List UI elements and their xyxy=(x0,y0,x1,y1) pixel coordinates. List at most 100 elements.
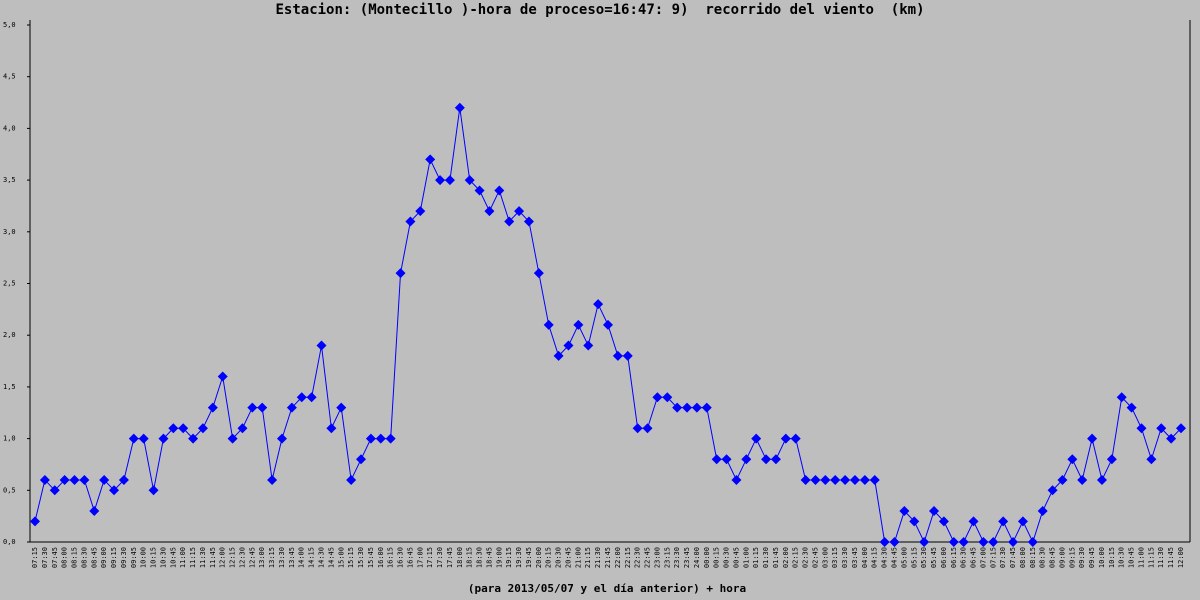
x-tick-label: 21:45 xyxy=(604,547,612,568)
x-tick-label: 11:30 xyxy=(199,547,207,568)
x-tick-label: 10:15 xyxy=(150,547,158,568)
x-tick-label: 09:30 xyxy=(1078,547,1086,568)
marker xyxy=(49,485,60,496)
x-tick-label: 12:00 xyxy=(219,547,227,568)
marker xyxy=(919,537,930,547)
x-tick-label: 15:15 xyxy=(347,547,355,568)
x-tick-label: 12:15 xyxy=(229,547,237,568)
y-tick-label: 3,5 xyxy=(3,176,16,184)
x-tick-label: 22:30 xyxy=(634,547,642,568)
marker xyxy=(1176,423,1186,434)
x-tick-label: 03:45 xyxy=(851,547,859,568)
x-tick-label: 23:15 xyxy=(663,547,671,568)
y-tick-label: 1,5 xyxy=(3,383,16,391)
marker xyxy=(790,433,801,444)
x-tick-label: 10:00 xyxy=(1098,547,1106,568)
x-tick-label: 11:45 xyxy=(1167,547,1175,568)
x-tick-label: 03:15 xyxy=(831,547,839,568)
x-tick-label: 10:30 xyxy=(1118,547,1126,568)
marker xyxy=(988,537,999,547)
marker xyxy=(998,516,1009,527)
x-tick-label: 00:30 xyxy=(723,547,731,568)
marker xyxy=(543,319,554,330)
marker xyxy=(405,216,416,227)
marker xyxy=(494,185,505,196)
x-tick-label: 09:45 xyxy=(1088,547,1096,568)
x-tick-label: 15:30 xyxy=(357,547,365,568)
marker xyxy=(435,175,446,186)
marker xyxy=(316,340,327,351)
x-tick-label: 00:45 xyxy=(732,547,740,568)
marker xyxy=(553,350,564,361)
marker xyxy=(59,474,70,485)
marker xyxy=(484,206,495,217)
marker xyxy=(296,392,307,403)
marker xyxy=(197,423,208,434)
x-tick-label: 09:15 xyxy=(110,547,118,568)
x-tick-label: 07:00 xyxy=(979,547,987,568)
x-tick-label: 07:45 xyxy=(51,547,59,568)
marker xyxy=(30,516,40,527)
x-tick-label: 08:00 xyxy=(61,547,69,568)
marker xyxy=(1017,516,1028,527)
marker xyxy=(612,350,623,361)
y-tick-label: 4,0 xyxy=(3,124,16,132)
x-tick-label: 17:30 xyxy=(436,547,444,568)
x-tick-label: 20:00 xyxy=(535,547,543,568)
marker xyxy=(642,423,653,434)
x-tick-label: 04:30 xyxy=(881,547,889,568)
x-tick-label: 07:45 xyxy=(1009,547,1017,568)
x-tick-label: 07:15 xyxy=(31,547,39,568)
x-tick-label: 17:15 xyxy=(426,547,434,568)
x-tick-label: 09:00 xyxy=(1058,547,1066,568)
y-tick-label: 0,0 xyxy=(3,538,16,546)
x-tick-label: 14:00 xyxy=(298,547,306,568)
x-tick-label: 10:15 xyxy=(1108,547,1116,568)
marker xyxy=(474,185,485,196)
x-tick-label: 23:30 xyxy=(673,547,681,568)
marker xyxy=(701,402,712,413)
marker xyxy=(1047,485,1058,496)
marker xyxy=(1146,454,1157,465)
marker xyxy=(138,433,149,444)
x-tick-label: 01:00 xyxy=(742,547,750,568)
x-tick-label: 09:45 xyxy=(130,547,138,568)
x-tick-label: 02:00 xyxy=(782,547,790,568)
marker xyxy=(603,319,613,330)
marker xyxy=(830,474,841,485)
marker xyxy=(1067,454,1078,465)
marker xyxy=(346,474,357,485)
x-tick-label: 12:00 xyxy=(1177,547,1185,568)
marker xyxy=(395,268,406,279)
x-tick-label: 10:30 xyxy=(159,547,167,568)
x-tick-label: 08:30 xyxy=(80,547,88,568)
x-tick-label: 19:30 xyxy=(515,547,523,568)
x-tick-label: 19:15 xyxy=(505,547,513,568)
marker xyxy=(207,402,218,413)
x-tick-label: 11:15 xyxy=(1147,547,1155,568)
marker xyxy=(948,537,959,547)
x-tick-label: 06:00 xyxy=(940,547,948,568)
x-tick-label: 14:30 xyxy=(318,547,326,568)
x-tick-label: 11:45 xyxy=(209,547,217,568)
x-tick-label: 13:30 xyxy=(278,547,286,568)
marker xyxy=(79,474,90,485)
marker xyxy=(99,474,110,485)
marker xyxy=(148,485,159,496)
marker xyxy=(1037,505,1048,516)
x-tick-label: 16:45 xyxy=(406,547,414,568)
marker xyxy=(1087,433,1098,444)
x-tick-label: 20:45 xyxy=(564,547,572,568)
marker xyxy=(1116,392,1127,403)
x-tick-label: 18:45 xyxy=(485,547,493,568)
marker xyxy=(1136,423,1147,434)
x-tick-label: 07:30 xyxy=(999,547,1007,568)
x-tick-label: 20:30 xyxy=(555,547,563,568)
marker xyxy=(217,371,228,382)
x-tick-label: 18:15 xyxy=(466,547,474,568)
marker xyxy=(1077,474,1088,485)
marker xyxy=(247,402,258,413)
